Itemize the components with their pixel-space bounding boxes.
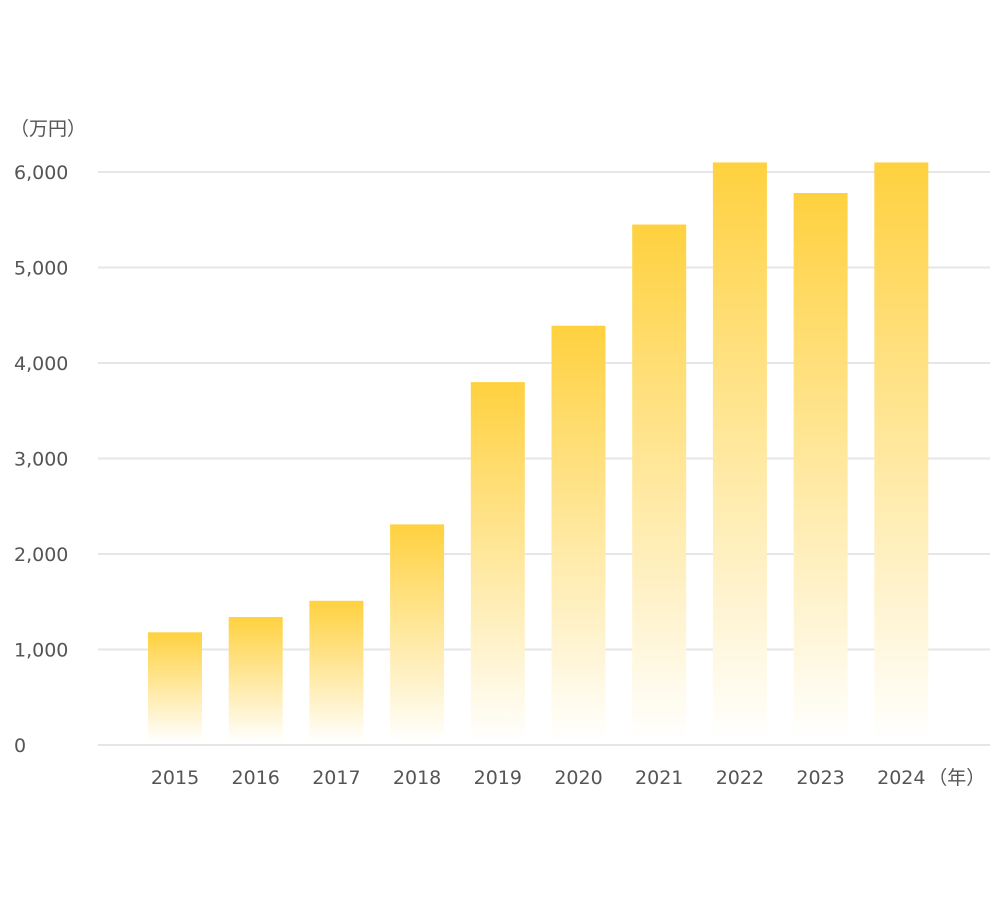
x-axis-unit-label: （年） — [928, 767, 985, 789]
y-axis-unit-label: （万円） — [10, 118, 86, 140]
bar-2021 — [632, 224, 687, 742]
y-tick-label: 1,000 — [14, 640, 68, 662]
bar-2015 — [148, 632, 202, 742]
x-tick-label: 2016 — [232, 767, 280, 789]
x-tick-label: 2020 — [554, 767, 602, 789]
y-tick-label: 3,000 — [14, 449, 68, 471]
x-tick-label: 2019 — [474, 767, 522, 789]
y-tick-label: 6,000 — [14, 162, 68, 184]
x-tick-label: 2023 — [796, 767, 844, 789]
y-axis-ticks: 0 1,000 2,000 3,000 4,000 5,000 6,000 — [14, 162, 68, 757]
y-tick-label: 5,000 — [14, 258, 68, 280]
bar-2017 — [309, 600, 364, 742]
x-tick-label: 2022 — [716, 767, 764, 789]
x-tick-label: 2018 — [393, 767, 441, 789]
y-tick-label: 0 — [14, 735, 26, 757]
bar-2023 — [793, 193, 848, 742]
bar-2020 — [551, 325, 606, 742]
y-tick-label: 4,000 — [14, 353, 68, 375]
bar-2024 — [874, 162, 929, 742]
bar-2016 — [228, 617, 283, 742]
bar-2022 — [712, 162, 767, 742]
x-tick-label: 2021 — [635, 767, 683, 789]
x-axis-ticks: 2015 2016 2017 2018 2019 2020 2021 2022 2023 2024… — [151, 767, 985, 789]
x-tick-label: 2024 — [877, 767, 925, 789]
bar-2018 — [390, 524, 445, 742]
bars — [148, 162, 929, 742]
x-tick-label: 2017 — [312, 767, 360, 789]
y-tick-label: 2,000 — [14, 544, 68, 566]
x-tick-label: 2015 — [151, 767, 199, 789]
bar-2019 — [470, 382, 525, 742]
